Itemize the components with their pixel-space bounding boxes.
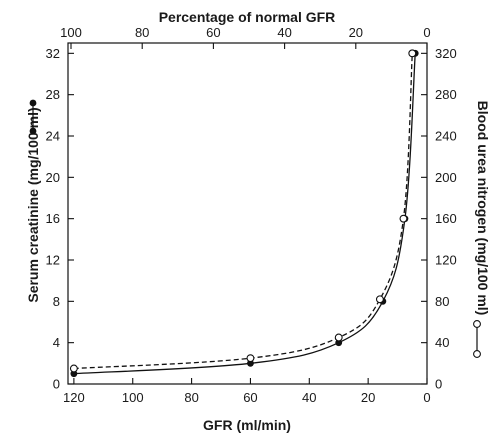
right-axis-title-group: Blood urea nitrogen (mg/100 ml) [473,101,491,358]
x-top-tick-label: 100 [60,25,82,40]
x-top-tick-label: 80 [135,25,149,40]
series-line-solid [73,53,416,375]
y-right-tick-label: 0 [435,377,442,392]
x-top-tick-label: 20 [349,25,363,40]
open-circle-legend-icon [473,320,481,358]
y-left-tick-label: 24 [46,129,60,144]
x-top-tick-label: 40 [277,25,291,40]
x-bottom-tick-label: 120 [63,390,85,405]
series-dashed-group [69,49,417,373]
data-point-open [399,214,408,223]
x-bottom-tick-label: 20 [361,390,375,405]
y-right-tick-label: 320 [435,46,457,61]
plot-frame [67,42,428,385]
y-left-tick-label: 20 [46,170,60,185]
y-left-tick-label: 32 [46,46,60,61]
x-top-tick-label: 0 [423,25,430,40]
left-axis-title-group: Serum creatinine (mg/100 ml) [25,99,41,303]
y-left-tick-label: 28 [46,87,60,102]
data-point-open [69,364,78,373]
bottom-axis-title: GFR (ml/min) [203,417,291,433]
data-point-open [334,333,343,342]
x-bottom-tick-label: 60 [243,390,257,405]
top-axis-title: Percentage of normal GFR [159,9,336,25]
right-axis-title: Blood urea nitrogen (mg/100 ml) [475,101,491,316]
y-right-tick-label: 200 [435,170,457,185]
y-right-tick-label: 120 [435,253,457,268]
y-right-tick-label: 160 [435,211,457,226]
x-bottom-tick-label: 0 [423,390,430,405]
y-left-tick-label: 8 [53,294,60,309]
y-left-tick-label: 12 [46,253,60,268]
x-top-tick-label: 60 [206,25,220,40]
data-point-open [408,49,417,58]
x-bottom-tick-label: 80 [184,390,198,405]
y-left-tick-label: 4 [53,335,60,350]
y-right-tick-label: 80 [435,294,449,309]
x-bottom-tick-label: 40 [302,390,316,405]
filled-circle-legend-icon [29,99,37,135]
y-left-tick-label: 0 [53,377,60,392]
series-layer [69,49,419,378]
data-point-open [375,295,384,304]
left-axis-title: Serum creatinine (mg/100 ml) [25,107,41,302]
y-right-tick-label: 240 [435,129,457,144]
series-line-dashed [73,53,413,370]
series-solid-group [70,49,419,378]
y-right-tick-label: 40 [435,335,449,350]
y-right-tick-label: 280 [435,87,457,102]
y-left-tick-label: 16 [46,211,60,226]
x-bottom-tick-label: 100 [122,390,144,405]
data-point-open [246,354,255,363]
